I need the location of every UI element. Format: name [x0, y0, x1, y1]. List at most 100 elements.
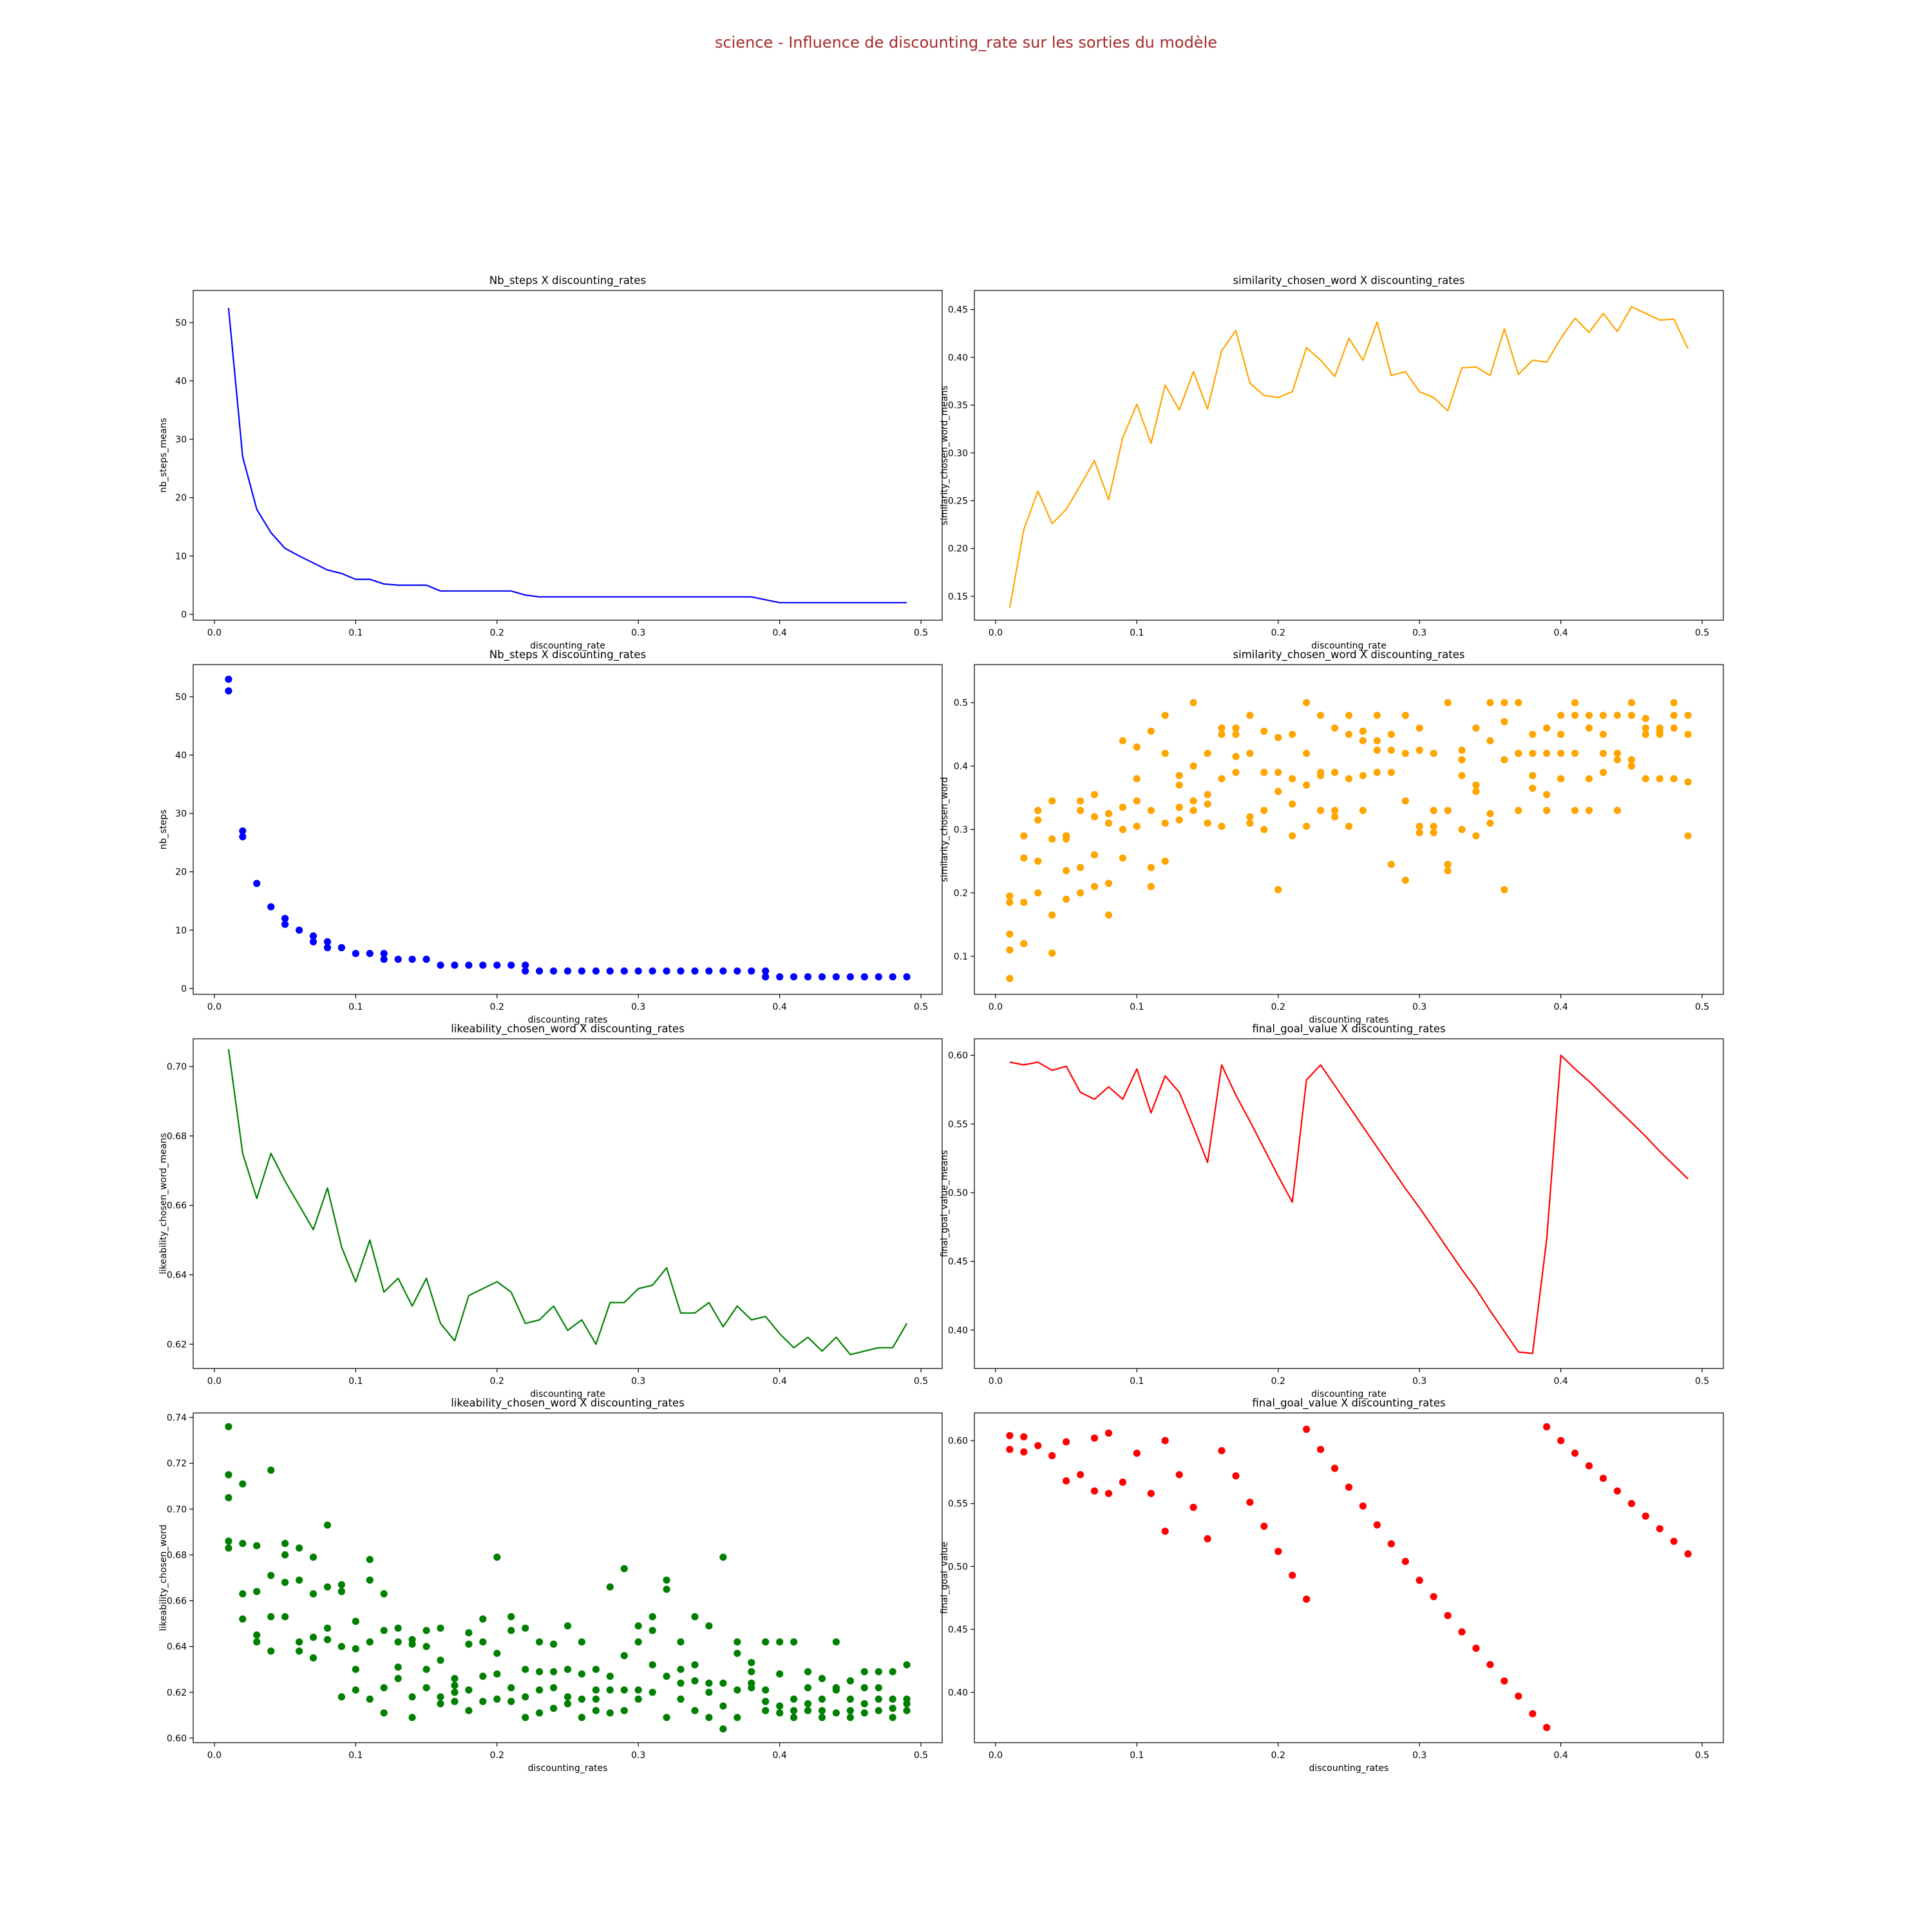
y-tick-label: 0.40	[948, 1325, 968, 1336]
data-point	[762, 1638, 770, 1646]
data-point	[1444, 860, 1452, 868]
data-point	[1401, 1558, 1409, 1566]
data-point	[1543, 806, 1551, 815]
data-point	[1627, 1500, 1635, 1508]
data-point	[1274, 1548, 1282, 1555]
data-point	[1599, 750, 1607, 757]
data-point	[550, 1684, 558, 1692]
data-point	[1175, 1471, 1183, 1479]
data-point	[1416, 1577, 1423, 1584]
data-point	[677, 1638, 685, 1646]
x-axis-label: discounting_rates	[528, 1015, 608, 1025]
x-tick-label: 0.0	[207, 1376, 222, 1387]
data-point	[522, 1624, 529, 1632]
data-point	[522, 1665, 529, 1673]
data-point	[1303, 781, 1311, 789]
data-point	[1006, 898, 1014, 906]
data-point	[309, 1633, 317, 1641]
series-line	[1009, 1054, 1689, 1354]
data-point	[1387, 860, 1395, 868]
x-tick-label: 0.5	[914, 1376, 928, 1387]
y-tick-label: 0.3	[954, 825, 968, 835]
y-axis-label: nb_steps_means	[158, 418, 169, 493]
y-tick-label: 0.66	[167, 1596, 187, 1607]
x-tick-label: 0.1	[1130, 1376, 1144, 1387]
data-point	[253, 1542, 261, 1549]
data-point	[451, 1681, 459, 1689]
x-tick-label: 0.1	[348, 628, 363, 638]
data-point	[719, 1680, 727, 1687]
x-tick-label: 0.4	[773, 1750, 787, 1761]
chart-panel-5: likeability_chosen_word X discounting_ra…	[158, 1023, 943, 1399]
data-point	[1020, 854, 1028, 862]
data-point	[1486, 699, 1494, 706]
data-point	[1317, 712, 1325, 719]
data-point	[1486, 810, 1494, 817]
x-axis-label: discounting_rate	[1311, 641, 1387, 651]
data-point	[422, 1665, 430, 1673]
data-point	[536, 1668, 544, 1676]
data-point	[889, 1705, 896, 1712]
data-point	[366, 1638, 374, 1646]
data-point	[323, 938, 332, 945]
x-axis-label: discounting_rate	[530, 1389, 605, 1399]
y-tick-label: 0.2	[954, 888, 968, 898]
data-point	[649, 1689, 656, 1696]
data-point	[366, 1556, 374, 1564]
data-point	[1232, 724, 1240, 732]
data-point	[1104, 819, 1113, 827]
data-point	[1133, 743, 1141, 751]
data-point	[1260, 826, 1268, 833]
data-point	[1345, 712, 1353, 719]
data-point	[408, 1636, 416, 1643]
data-point	[592, 1707, 600, 1714]
data-point	[437, 961, 444, 969]
data-point	[380, 1627, 388, 1634]
data-point	[1670, 712, 1678, 719]
x-tick-label: 0.4	[1554, 1376, 1568, 1387]
data-point	[1218, 730, 1226, 738]
x-tick-label: 0.2	[1271, 628, 1285, 638]
data-point	[225, 1423, 232, 1430]
data-point	[1656, 724, 1663, 732]
x-tick-label: 0.3	[631, 1002, 645, 1012]
data-point	[1444, 867, 1452, 875]
data-point	[1401, 750, 1409, 757]
y-axis-label: similarity_chosen_word	[940, 777, 950, 882]
data-point	[296, 1544, 303, 1552]
data-point	[1175, 772, 1183, 779]
x-tick-label: 0.4	[1554, 1002, 1568, 1012]
y-tick-label: 0.4	[954, 762, 968, 772]
data-point	[1515, 806, 1522, 815]
data-point	[337, 943, 346, 952]
data-point	[649, 1661, 656, 1669]
data-point	[634, 967, 642, 975]
x-tick-label: 0.4	[773, 628, 787, 638]
data-point	[860, 1668, 868, 1676]
data-point	[860, 1684, 868, 1692]
data-point	[1557, 712, 1565, 719]
data-point	[323, 1624, 332, 1632]
data-point	[1472, 724, 1480, 732]
data-point	[776, 1638, 784, 1646]
data-point	[1501, 886, 1508, 894]
data-point	[1571, 806, 1579, 815]
data-point	[536, 1709, 544, 1717]
data-point	[451, 1698, 459, 1705]
data-point	[734, 1649, 741, 1657]
data-point	[1048, 835, 1056, 843]
chart-title: likeability_chosen_word X discounting_ra…	[451, 1023, 685, 1036]
data-point	[1204, 791, 1211, 799]
y-tick-label: 0.64	[167, 1270, 187, 1280]
data-point	[903, 1695, 911, 1703]
x-tick-label: 0.0	[207, 1002, 222, 1012]
data-point	[790, 1638, 798, 1646]
data-point	[776, 1702, 784, 1710]
data-point	[1670, 699, 1678, 706]
data-point	[1345, 730, 1353, 738]
data-point	[1472, 832, 1480, 840]
data-point	[578, 1670, 586, 1678]
data-point	[1090, 883, 1099, 891]
data-point	[1373, 712, 1381, 719]
data-point	[748, 967, 755, 975]
